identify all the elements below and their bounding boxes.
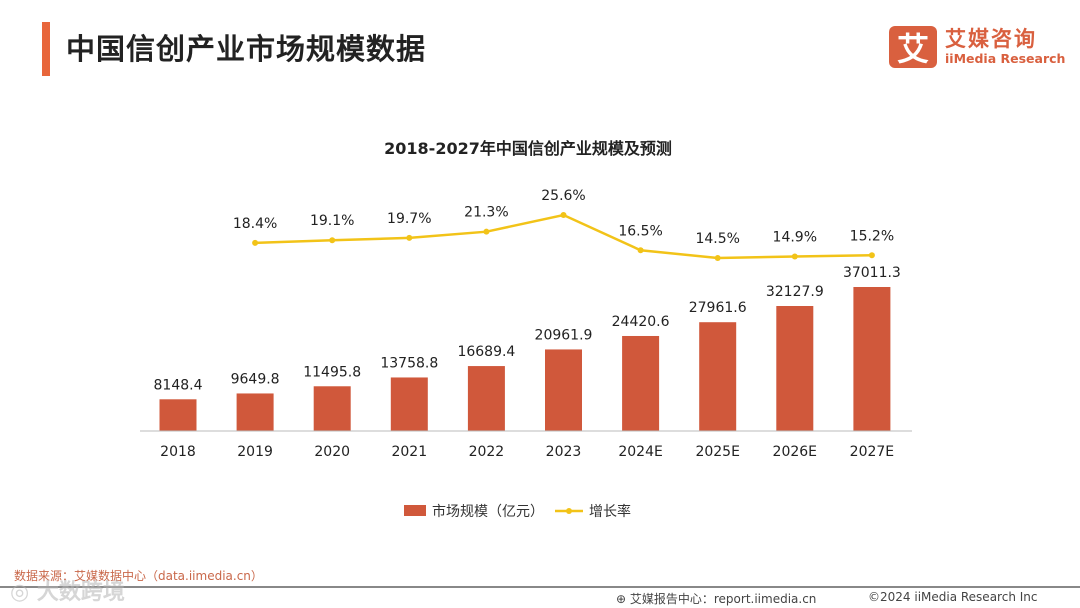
bar-value-label: 32127.9 (766, 284, 824, 300)
growth-point (791, 253, 798, 260)
legend-bar-label: 市场规模（亿元） (432, 503, 544, 520)
growth-rate-label: 14.5% (695, 231, 739, 247)
growth-rate-label: 18.4% (233, 216, 277, 232)
x-tick-label: 2023 (546, 444, 582, 460)
data-source: 数据来源：艾媒数据中心（data.iimedia.cn） (14, 569, 263, 583)
x-tick-label: 2018 (160, 444, 196, 460)
copyright: ©2024 iiMedia Research Inc (868, 590, 1038, 604)
x-tick-label: 2024E (618, 444, 662, 460)
report-center-link[interactable]: ⊕ 艾媒报告中心：report.iimedia.cn (616, 592, 817, 606)
bar-value-label: 13758.8 (380, 355, 438, 371)
growth-rate-label: 19.1% (310, 213, 354, 229)
bar-value-label: 27961.6 (689, 300, 747, 316)
title-accent-bar (42, 22, 50, 76)
bar-2020 (313, 386, 351, 431)
bar-2023 (545, 349, 582, 431)
growth-point (329, 237, 336, 244)
bar-2018 (159, 399, 197, 431)
bar-value-label: 16689.4 (457, 344, 515, 360)
bar-2019 (236, 393, 274, 431)
logo-en: iiMedia Research (945, 51, 1066, 66)
bar-2024E (622, 335, 660, 431)
growth-rate-label: 21.3% (464, 205, 508, 221)
bar-2021 (390, 377, 428, 431)
bar-value-label: 37011.3 (843, 265, 901, 281)
x-tick-label: 2026E (773, 444, 817, 460)
watermark: ◎ 大数跨境 (10, 580, 125, 605)
x-tick-label: 2019 (237, 444, 273, 460)
growth-point (637, 247, 644, 254)
bar-2025E (699, 322, 737, 431)
bar-value-label: 9649.8 (231, 371, 280, 387)
logo-cn: 艾媒咨询 (945, 27, 1037, 51)
x-tick-label: 2022 (469, 444, 505, 460)
logo-mark-icon: 艾 (889, 26, 937, 68)
legend-line-marker (566, 508, 572, 514)
legend-line-label: 增长率 (589, 503, 631, 520)
x-tick-label: 2027E (850, 444, 894, 460)
bar-value-label: 8148.4 (154, 377, 203, 393)
growth-point (714, 255, 721, 261)
growth-rate-label: 15.2% (850, 228, 894, 244)
growth-rate-label: 16.5% (618, 223, 662, 239)
page-title: 中国信创产业市场规模数据 (66, 32, 427, 66)
bar-2022 (467, 366, 505, 431)
growth-point (560, 212, 567, 219)
growth-point (252, 239, 259, 246)
x-tick-label: 2025E (695, 444, 739, 460)
chart-title: 2018-2027年中国信创产业规模及预测 (384, 139, 672, 158)
iimedia-logo: 艾 艾媒咨询 iiMedia Research (889, 26, 1065, 68)
x-tick-label: 2020 (314, 444, 350, 460)
footer-divider (0, 586, 1080, 588)
bar-value-label: 11495.8 (303, 364, 361, 380)
x-tick-label: 2021 (391, 444, 427, 460)
growth-rate-label: 25.6% (541, 188, 585, 204)
chart: 2018-2027年中国信创产业规模及预测 8148.4 2018 9649.8 20… (140, 139, 912, 520)
bar-value-label: 20961.9 (535, 327, 593, 343)
growth-point (406, 234, 413, 241)
growth-rate-label: 19.7% (387, 211, 431, 227)
growth-point (868, 252, 875, 259)
bar-2026E (776, 305, 814, 431)
bar-value-label: 24420.6 (612, 314, 670, 330)
growth-rate-label: 14.9% (773, 229, 817, 245)
legend: 市场规模（亿元） 增长率 (404, 503, 631, 520)
growth-point (483, 228, 490, 235)
bar-2027E (853, 287, 891, 431)
legend-bar-swatch (404, 505, 426, 516)
